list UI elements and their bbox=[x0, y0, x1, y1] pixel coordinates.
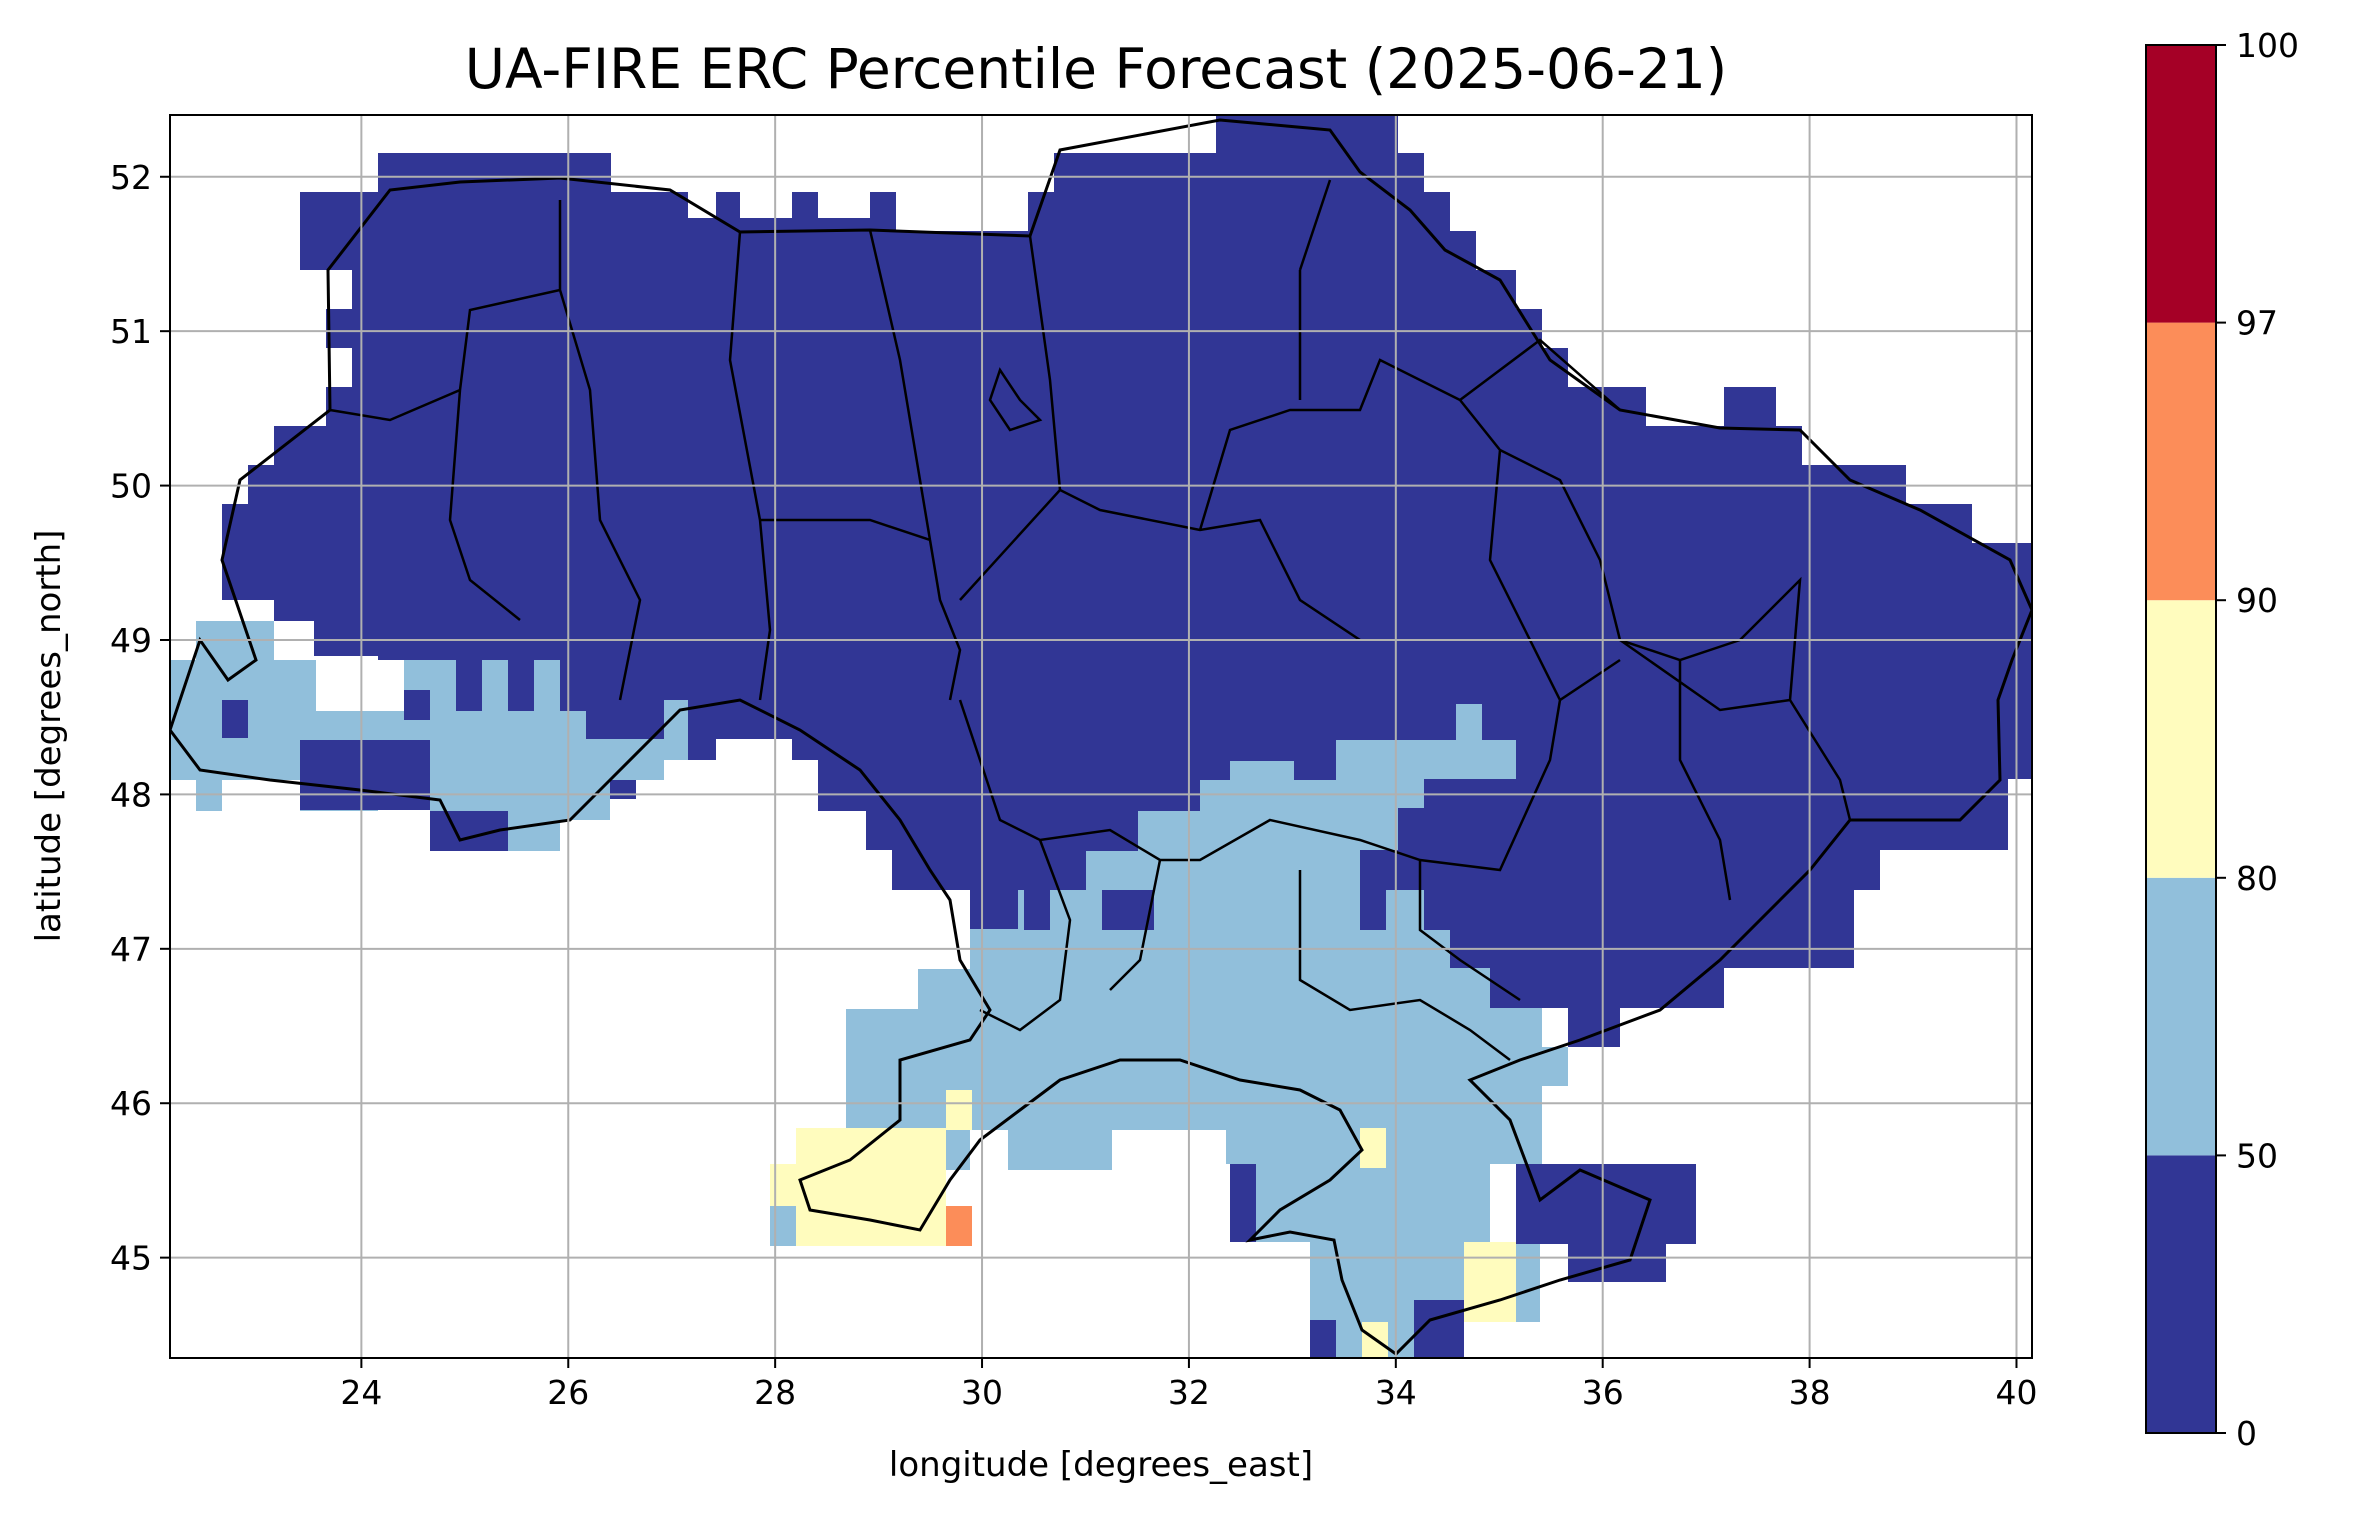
x-tick-label: 40 bbox=[1995, 1373, 2037, 1412]
region-80-90-danube bbox=[796, 1128, 946, 1246]
y-tick-label: 49 bbox=[110, 621, 152, 660]
colorbar-tick-label: 0 bbox=[2236, 1414, 2257, 1453]
chart-title: UA-FIRE ERC Percentile Forecast (2025-06… bbox=[465, 37, 1728, 101]
region-0-50-south-patch1 bbox=[1024, 890, 1050, 930]
y-tick-label: 45 bbox=[110, 1239, 152, 1278]
x-tick-label: 36 bbox=[1582, 1373, 1624, 1412]
region-0-50-south-patch4 bbox=[1360, 890, 1386, 930]
region-80-90-crimea-se bbox=[1464, 1242, 1516, 1322]
region-0-50-crimea-w bbox=[1230, 1164, 1256, 1242]
colorbar-tick-label: 90 bbox=[2236, 581, 2278, 620]
y-tick-label: 52 bbox=[110, 158, 152, 197]
region-0-50-main bbox=[222, 115, 2032, 1047]
region-0-50-west-dot bbox=[222, 700, 248, 738]
region-90-97-cell bbox=[946, 1206, 972, 1246]
x-tick-label: 24 bbox=[340, 1373, 382, 1412]
y-tick-label: 46 bbox=[110, 1084, 152, 1123]
colorbar-segment bbox=[2146, 1155, 2216, 1433]
region-50-80-danube-edge bbox=[770, 1206, 796, 1246]
y-tick-label: 51 bbox=[110, 312, 152, 351]
gridlines bbox=[170, 115, 2032, 1358]
x-axis-ticks: 24 26 28 30 32 34 36 38 40 bbox=[340, 1358, 2037, 1412]
boundaries bbox=[170, 118, 2032, 1356]
region-0-50-kerch bbox=[1516, 1164, 1696, 1244]
y-tick-label: 47 bbox=[110, 930, 152, 969]
region-0-50-west-dot2 bbox=[404, 690, 430, 720]
y-axis-ticks: 45 46 47 48 49 50 51 52 bbox=[110, 158, 170, 1278]
region-0-50-kerch2 bbox=[1568, 1242, 1666, 1282]
x-tick-label: 34 bbox=[1375, 1373, 1417, 1412]
x-tick-label: 28 bbox=[754, 1373, 796, 1412]
x-tick-label: 30 bbox=[961, 1373, 1003, 1412]
y-tick-label: 50 bbox=[110, 467, 152, 506]
region-0-50-crimea-s1 bbox=[1310, 1320, 1336, 1358]
colorbar-tick-label: 50 bbox=[2236, 1136, 2278, 1175]
colorbar: 0 50 80 90 97 100 bbox=[2145, 26, 2299, 1453]
colorbar-tick-label: 97 bbox=[2236, 304, 2278, 343]
colorbar-tick-label: 100 bbox=[2236, 26, 2299, 65]
region-50-80-south bbox=[866, 704, 1568, 1358]
colorbar-tick-label: 80 bbox=[2236, 859, 2278, 898]
region-0-50-south-patch2 bbox=[1102, 890, 1128, 930]
map-axes: 24 26 28 30 32 34 36 38 40 45 46 47 48 49 50 51 52 bbox=[110, 114, 2037, 1412]
region-80-90-crimea-n bbox=[1360, 1128, 1386, 1168]
x-tick-label: 38 bbox=[1789, 1373, 1831, 1412]
region-80-90-danube3 bbox=[946, 1090, 972, 1130]
y-axis-label: latitude [degrees_north] bbox=[29, 530, 69, 943]
colorbar-segment bbox=[2146, 322, 2216, 601]
colorbar-segment bbox=[2146, 877, 2216, 1156]
axes-frame bbox=[169, 114, 2033, 1359]
region-0-50-west-patch bbox=[300, 740, 430, 810]
x-tick-label: 32 bbox=[1168, 1373, 1210, 1412]
country-border bbox=[170, 118, 2032, 1356]
colorbar-segment bbox=[2146, 45, 2216, 323]
oblast-lines bbox=[329, 179, 1852, 1061]
colorbar-frame bbox=[2145, 44, 2217, 1434]
x-tick-label: 26 bbox=[547, 1373, 589, 1412]
region-50-80-odesa bbox=[846, 1009, 1060, 1170]
x-axis-label: longitude [degrees_east] bbox=[889, 1445, 1313, 1485]
y-tick-label: 48 bbox=[110, 775, 152, 814]
colorbar-segment bbox=[2146, 600, 2216, 878]
